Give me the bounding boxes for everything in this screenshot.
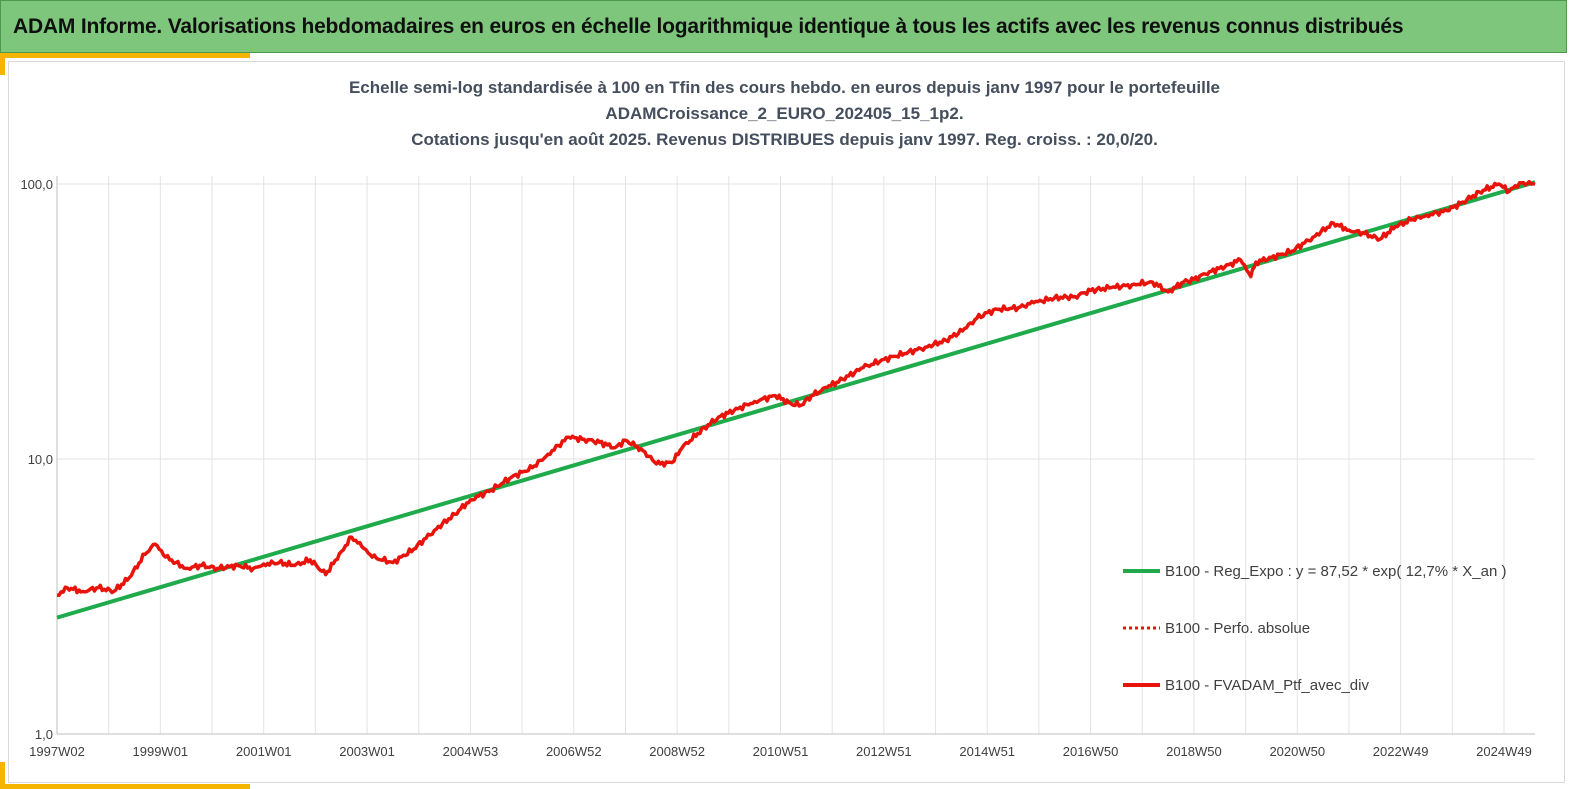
legend-label: B100 - FVADAM_Ptf_avec_div [1165,677,1369,694]
x-tick-label: 2010W51 [753,744,809,759]
x-tick-label: 1997W02 [29,744,85,759]
header-title: ADAM Informe. Valorisations hebdomadaire… [13,14,1404,38]
y-tick-label: 10,0 [28,452,53,467]
x-tick-label: 2001W01 [236,744,292,759]
x-tick-label: 2012W51 [856,744,912,759]
y-tick-label: 1,0 [35,727,53,742]
x-tick-label: 1999W01 [133,744,189,759]
series-line-reg-expo [56,180,1536,620]
x-tick-label: 2018W50 [1166,744,1222,759]
accent-stripe-bottom [0,784,250,789]
x-tick-label: 2004W53 [443,744,499,759]
x-tick-label: 2022W49 [1373,744,1429,759]
y-tick-label: 100,0 [20,177,53,192]
legend-label: B100 - Reg_Expo : y = 87,52 * exp( 12,7%… [1165,563,1506,580]
chart-title-line-3: Cotations jusqu'en août 2025. Revenus DI… [411,130,1158,149]
accent-stripe-left-bottom [0,762,5,789]
series-line-fvadam-ptf [56,179,1536,598]
x-tick-label: 2020W50 [1269,744,1325,759]
x-tick-label: 2024W49 [1476,744,1532,759]
x-tick-label: 2008W52 [649,744,705,759]
x-tick-label: 2014W51 [959,744,1015,759]
x-tick-label: 2016W50 [1063,744,1119,759]
chart-frame [8,61,1565,783]
accent-stripe-left-top [0,53,5,75]
x-tick-label: 2003W01 [339,744,395,759]
chart-title-line-2: ADAMCroissance_2_EURO_202405_15_1p2. [605,104,964,123]
x-tick-label: 2006W52 [546,744,602,759]
chart-title-block: Echelle semi-log standardisée à 100 en T… [0,75,1569,153]
chart-title-line-1: Echelle semi-log standardisée à 100 en T… [348,78,1221,97]
legend-label: B100 - Perfo. absolue [1165,620,1310,637]
accent-stripe-top [0,53,250,58]
header-bar: ADAM Informe. Valorisations hebdomadaire… [0,0,1567,53]
